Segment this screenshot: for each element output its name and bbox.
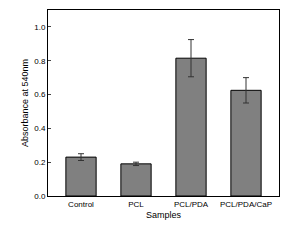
svg-text:PCL/PDA: PCL/PDA	[174, 200, 209, 209]
svg-text:PCL: PCL	[128, 200, 144, 209]
svg-text:0.6: 0.6	[34, 90, 46, 99]
svg-text:Samples: Samples	[146, 210, 182, 220]
svg-text:0.8: 0.8	[34, 57, 46, 66]
svg-text:Absorbance at 540nm: Absorbance at 540nm	[20, 59, 30, 147]
svg-text:0.0: 0.0	[34, 192, 46, 201]
svg-text:1.0: 1.0	[34, 23, 46, 32]
svg-text:0.4: 0.4	[34, 124, 46, 133]
svg-text:PCL/PDA/CaP: PCL/PDA/CaP	[220, 200, 272, 209]
svg-text:Control: Control	[68, 200, 94, 209]
svg-text:0.2: 0.2	[34, 158, 46, 167]
